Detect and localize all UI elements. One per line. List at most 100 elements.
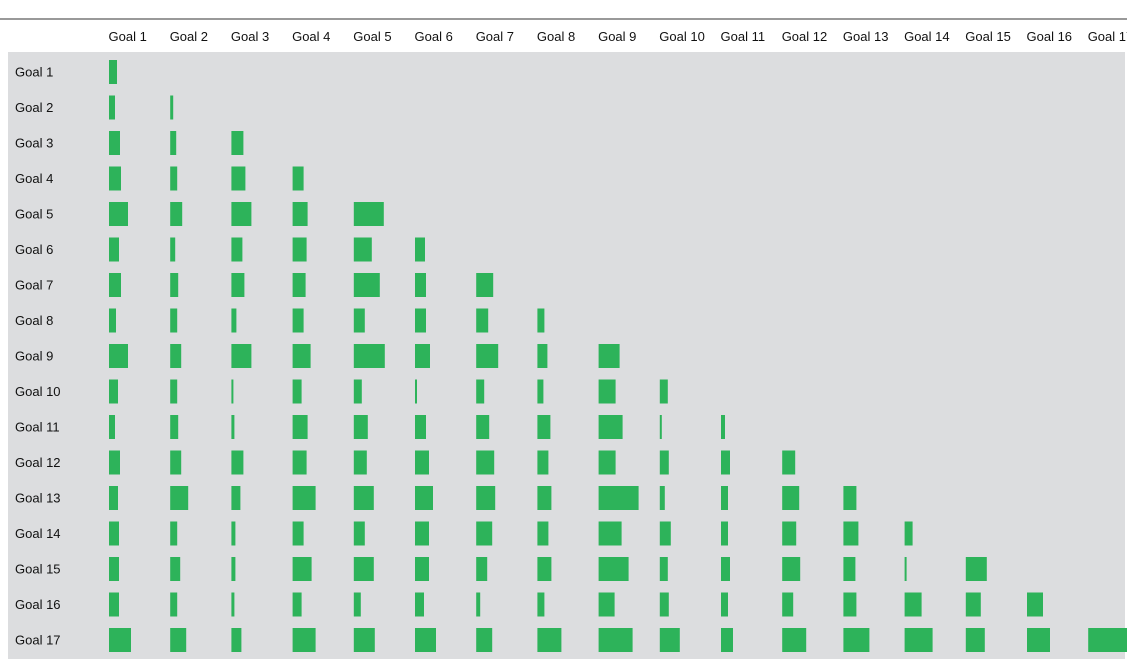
bar-mark (721, 557, 730, 581)
bar-mark (598, 521, 622, 546)
bar-mark (170, 592, 178, 617)
bar-mark (170, 415, 179, 439)
bar-mark (659, 486, 665, 510)
row-label: Goal 4 (15, 171, 53, 186)
row-label: Goal 5 (15, 207, 53, 222)
bar-mark (109, 273, 121, 297)
bar-mark (721, 415, 725, 439)
bar-mark (476, 486, 496, 510)
bar-mark (598, 486, 639, 510)
bar-mark (353, 202, 384, 226)
bar-mark (721, 486, 728, 510)
bar-mark (598, 379, 616, 404)
bar-mark (537, 308, 545, 333)
bar-mark (109, 131, 120, 155)
bar-mark (598, 344, 620, 368)
bar-mark (537, 592, 545, 617)
bar-mark (476, 450, 495, 475)
bar-mark (109, 60, 117, 84)
bar-mark (170, 521, 178, 546)
bar-mark (659, 592, 669, 617)
bar-mark (782, 628, 807, 652)
bar-mark (109, 308, 116, 333)
bar-mark (231, 450, 244, 475)
row-label: Goal 14 (15, 526, 61, 541)
bar-mark (415, 308, 426, 333)
bar-mark (1088, 628, 1127, 652)
bar-mark (965, 628, 985, 652)
bar-mark (904, 592, 922, 617)
bar-mark (415, 521, 429, 546)
bar-mark (109, 521, 119, 546)
bar-mark (109, 344, 128, 368)
column-labels: Goal 1 Goal 2 Goal 3 Goal 4 Goal 5 Goal 6 Goal… (109, 29, 1127, 44)
bar-mark (782, 450, 796, 475)
bar-mark (231, 202, 252, 226)
row-label: Goal 8 (15, 313, 53, 328)
bar-mark (292, 450, 307, 475)
bar-mark (231, 415, 235, 439)
bar-mark (415, 592, 424, 617)
bar-mark (659, 557, 668, 581)
bar-mark (170, 166, 178, 191)
column-label: Goal 8 (537, 29, 575, 44)
bar-mark (109, 628, 131, 652)
bar-mark (965, 592, 981, 617)
bar-mark (659, 415, 662, 439)
bar-mark (598, 592, 615, 617)
bar-mark (782, 486, 800, 510)
bar-mark (170, 557, 181, 581)
column-label: Goal 9 (598, 29, 636, 44)
bar-mark (109, 166, 121, 191)
bar-mark (231, 273, 245, 297)
bar-mark (843, 557, 856, 581)
bar-mark (353, 237, 372, 262)
bar-mark (231, 237, 243, 262)
bar-mark (537, 557, 552, 581)
bar-mark (782, 557, 801, 581)
bar-mark (537, 628, 562, 652)
bar-mark (476, 379, 485, 404)
column-label: Goal 17 (1088, 29, 1127, 44)
bar-mark (170, 131, 177, 155)
bar-mark (721, 628, 733, 652)
bar-mark (965, 557, 987, 581)
row-label: Goal 1 (15, 65, 53, 80)
row-label: Goal 7 (15, 278, 53, 293)
row-label: Goal 13 (15, 491, 61, 506)
column-label: Goal 5 (353, 29, 391, 44)
bar-mark (109, 202, 128, 226)
bar-mark (292, 344, 311, 368)
column-label: Goal 4 (292, 29, 330, 44)
bar-mark (292, 379, 302, 404)
bar-mark (782, 592, 794, 617)
row-labels: Goal 1 Goal 2 Goal 3 Goal 4 Goal 5 Goal 6 Goal… (15, 65, 61, 648)
bar-mark (109, 379, 118, 404)
bar-mark (231, 131, 244, 155)
bar-mark (170, 450, 182, 475)
bar-mark (292, 415, 308, 439)
bar-mark (598, 415, 623, 439)
column-label: Goal 14 (904, 29, 950, 44)
bar-mark (109, 450, 120, 475)
bar-mark (170, 344, 182, 368)
bar-mark (843, 486, 857, 510)
bar-mark (415, 379, 417, 404)
plot-area (8, 52, 1125, 659)
bar-mark (353, 415, 368, 439)
bar-mark (231, 521, 236, 546)
bar-mark (292, 557, 312, 581)
bar-mark (721, 592, 728, 617)
row-label: Goal 15 (15, 562, 61, 577)
bar-mark (109, 237, 119, 262)
bar-mark (476, 521, 493, 546)
bar-mark (109, 557, 119, 581)
row-label: Goal 9 (15, 349, 53, 364)
row-label: Goal 10 (15, 384, 61, 399)
column-label: Goal 11 (721, 29, 766, 44)
bar-mark (537, 521, 549, 546)
column-label: Goal 15 (965, 29, 1011, 44)
bar-mark (782, 521, 797, 546)
bar-mark (231, 628, 242, 652)
